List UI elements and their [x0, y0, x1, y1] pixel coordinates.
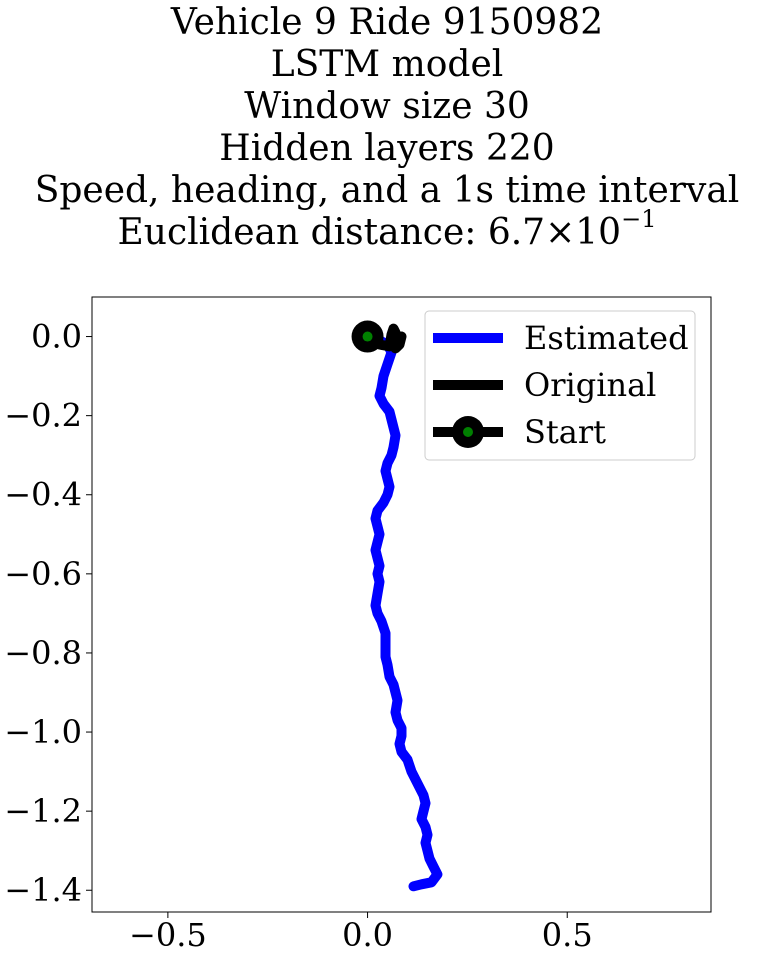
y-tick-label: 0.0: [31, 318, 82, 356]
legend: Estimated Original Start: [424, 310, 696, 461]
legend-start-marker-center: [463, 427, 473, 437]
metric-times: ×10: [545, 212, 622, 253]
y-tick-label: −0.8: [4, 634, 82, 672]
metric-mantissa: 6.7: [487, 212, 546, 253]
y-axis: 0.0 −0.2 −0.4 −0.6 −0.8 −1.0 −1.2 −1.4: [4, 318, 92, 909]
plot-area: [351, 320, 443, 892]
metric-line: Euclidean distance: 6.7×10−1: [0, 207, 774, 254]
title-line: Window size 30: [244, 86, 530, 127]
x-tick-label: 0.0: [342, 916, 393, 954]
title-line: LSTM model: [270, 44, 504, 85]
title-line: Hidden layers 220: [219, 128, 555, 169]
x-tick-label: −0.5: [129, 916, 207, 954]
y-tick-label: −0.2: [4, 397, 82, 435]
plot-frame: [91, 296, 712, 913]
x-axis: −0.5 0.0 0.5: [129, 912, 593, 954]
y-tick-label: −0.6: [4, 555, 82, 593]
legend-box: [424, 310, 696, 461]
start-marker-center: [362, 331, 373, 342]
metric-label: Euclidean distance:: [117, 212, 488, 253]
legend-start-label: Start: [524, 413, 606, 451]
legend-original-label: Original: [524, 366, 656, 404]
metric-exponent: −1: [621, 205, 657, 233]
legend-estimated-label: Estimated: [524, 319, 689, 357]
y-tick-label: −0.4: [4, 476, 82, 514]
y-tick-label: −1.4: [4, 871, 82, 909]
y-tick-label: −1.2: [4, 792, 82, 830]
title-line: Vehicle 9 Ride 9150982: [170, 2, 604, 43]
title-line: Speed, heading, and a 1s time interval: [34, 170, 740, 211]
x-tick-label: 0.5: [542, 916, 593, 954]
series-original-line: [362, 323, 407, 354]
series-estimated-line: [362, 331, 443, 892]
y-tick-label: −1.0: [4, 713, 82, 751]
chart-title: Vehicle 9 Ride 9150982 LSTM model Window…: [0, 2, 774, 254]
